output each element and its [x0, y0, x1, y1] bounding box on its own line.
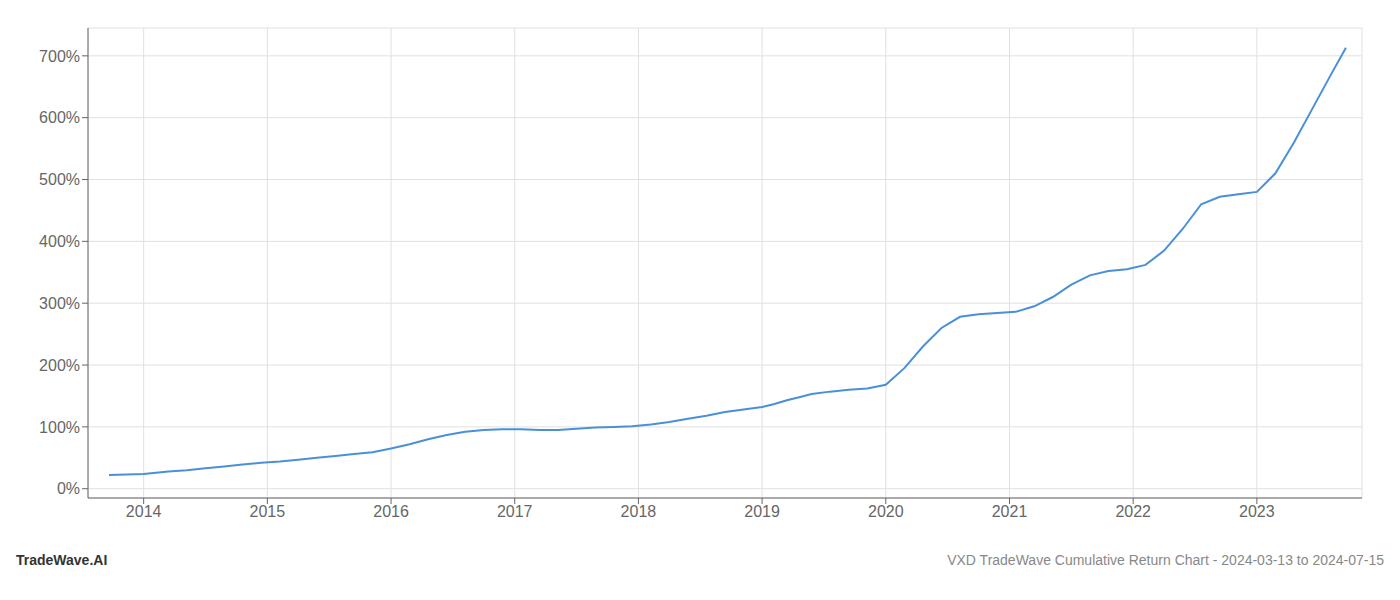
svg-text:2019: 2019 — [744, 503, 780, 520]
svg-text:400%: 400% — [39, 233, 80, 250]
svg-text:300%: 300% — [39, 295, 80, 312]
svg-text:2023: 2023 — [1239, 503, 1275, 520]
svg-text:200%: 200% — [39, 357, 80, 374]
svg-text:2017: 2017 — [497, 503, 533, 520]
svg-text:2015: 2015 — [250, 503, 286, 520]
svg-text:2020: 2020 — [868, 503, 904, 520]
svg-text:2018: 2018 — [621, 503, 657, 520]
svg-text:2021: 2021 — [992, 503, 1028, 520]
svg-text:2014: 2014 — [126, 503, 162, 520]
svg-text:2016: 2016 — [373, 503, 409, 520]
svg-text:600%: 600% — [39, 109, 80, 126]
svg-text:100%: 100% — [39, 419, 80, 436]
svg-text:2022: 2022 — [1115, 503, 1151, 520]
svg-text:0%: 0% — [57, 480, 80, 497]
svg-text:500%: 500% — [39, 171, 80, 188]
html-text:TradeWave.AI: TradeWave.AI — [16, 552, 108, 568]
html-text:VXD TradeWave Cumulative Retur: VXD TradeWave Cumulative Return Chart - … — [947, 552, 1384, 568]
svg-text:700%: 700% — [39, 48, 80, 65]
